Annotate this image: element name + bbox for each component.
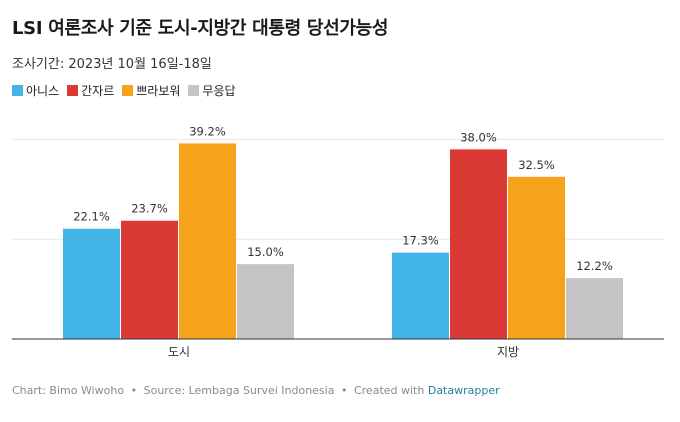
data-label: 39.2% [189, 124, 226, 138]
data-label: 32.5% [518, 158, 555, 172]
bar-anies [392, 252, 449, 339]
chart-title: LSI 여론조사 기준 도시-지방간 대통령 당선가능성 [12, 18, 389, 39]
chart-subtitle: 조사기간: 2023년 10월 16일-18일 [12, 57, 212, 72]
footer-separator: • [130, 384, 138, 397]
bar-no-answer [237, 264, 294, 339]
x-tick-label: 도시 [168, 345, 190, 359]
data-label: 22.1% [73, 210, 110, 224]
legend-label-anies: 아니스 [26, 84, 60, 98]
legend-item-prabowo: 쁘라보워 [122, 82, 180, 99]
bar-no-answer [566, 278, 623, 339]
bar-ganjar [121, 220, 178, 339]
footer-created: Created with [353, 384, 425, 397]
data-label: 15.0% [247, 245, 284, 259]
datawrapper-link[interactable]: Datawrapper [427, 384, 500, 397]
legend-label-prabowo: 쁘라보워 [136, 84, 181, 98]
x-tick-label: 지방 [497, 345, 519, 359]
chart-footer: Chart: Bimo Wiwoho • Source: Lembaga Sur… [12, 384, 500, 397]
legend-label-ganjar: 간자르 [81, 84, 115, 98]
footer-credit: Chart: Bimo Wiwoho [12, 384, 125, 397]
footer-source: Source: Lembaga Survei Indonesia [143, 384, 335, 397]
footer-separator: • [340, 384, 348, 397]
legend-swatch-prabowo [122, 85, 134, 96]
legend-label-no-answer: 무응답 [202, 84, 236, 98]
legend-item-anies: 아니스 [12, 82, 59, 99]
legend-item-no-answer: 무응답 [188, 82, 236, 99]
data-label: 23.7% [131, 202, 168, 216]
data-label: 17.3% [402, 234, 439, 248]
legend-swatch-no-answer [188, 85, 200, 96]
bar-prabowo [179, 143, 236, 339]
bar-anies [63, 228, 120, 339]
legend-swatch-anies [12, 85, 23, 96]
legend: 아니스 간자르 쁘라보워 무응답 [12, 82, 236, 99]
data-label: 38.0% [460, 130, 497, 144]
data-label: 12.2% [576, 259, 613, 273]
bar-ganjar [450, 149, 507, 339]
legend-item-ganjar: 간자르 [67, 82, 114, 99]
legend-swatch-ganjar [67, 85, 79, 96]
bar-prabowo [508, 176, 565, 339]
